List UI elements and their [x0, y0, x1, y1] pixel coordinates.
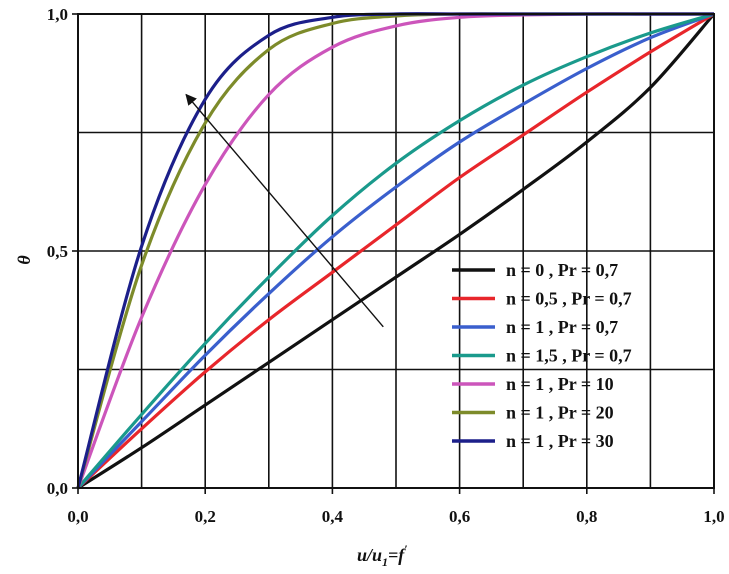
- series-line-1: [77, 12, 716, 490]
- y-tick-labels: 0,0 0,5 1,0: [47, 5, 78, 498]
- x-tick-label: 0,2: [195, 507, 216, 526]
- x-tick-label: 0,8: [576, 507, 597, 526]
- y-axis-label: θ: [14, 255, 34, 265]
- trend-arrow: [185, 93, 384, 328]
- legend: n = 0 , Pr = 0,7 n = 0,5 , Pr = 0,7 n = 1 …: [452, 260, 632, 451]
- legend-label: n = 0,5 , Pr = 0,7: [506, 289, 632, 309]
- legend-label: n = 0 , Pr = 0,7: [506, 260, 618, 280]
- x-tick-label: 1,0: [703, 507, 724, 526]
- y-tick-label: 0,5: [47, 242, 68, 261]
- x-axis-label: u/u1=f′: [357, 542, 408, 569]
- series-line-3: [76, 12, 715, 490]
- y-tick-label: 0,0: [47, 479, 68, 498]
- x-axis-label-main: u/u: [357, 545, 382, 565]
- x-tick-label: 0,0: [67, 507, 88, 526]
- x-tick-label: 0,6: [449, 507, 470, 526]
- x-axis-label-sub: 1: [382, 555, 388, 569]
- legend-label: n = 1 , Pr = 30: [506, 431, 614, 451]
- annotations: [185, 93, 384, 328]
- series-line-2: [76, 12, 715, 490]
- legend-label: n = 1,5 , Pr = 0,7: [506, 346, 632, 366]
- x-axis-label-tail: =f: [388, 545, 406, 565]
- legend-label: n = 1 , Pr = 0,7: [506, 317, 618, 337]
- legend-label: n = 1 , Pr = 10: [506, 374, 614, 394]
- y-tick-label: 1,0: [47, 5, 68, 24]
- x-tick-label: 0,4: [322, 507, 344, 526]
- x-axis-label-prime: ′: [404, 542, 407, 556]
- legend-label: n = 1 , Pr = 20: [506, 403, 614, 423]
- x-tick-labels: 0,0 0,2 0,4 0,6 0,8 1,0: [67, 488, 725, 526]
- series-line-4: [76, 12, 715, 490]
